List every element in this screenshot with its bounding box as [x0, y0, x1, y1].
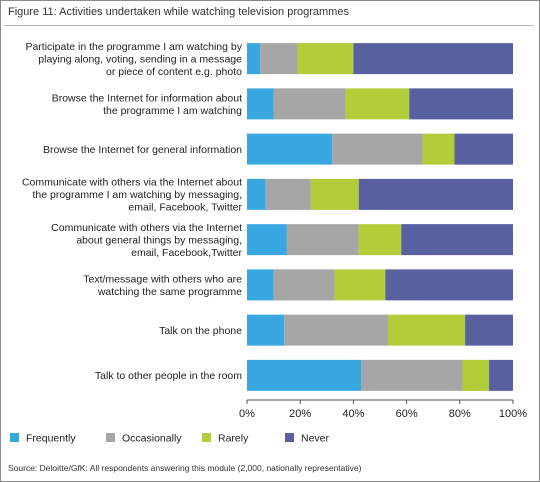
category-label-line: the programme I am watching by messaging…	[32, 189, 242, 201]
category-label: Communicate with others via the Internet…	[22, 177, 243, 214]
figure-title: Figure 11: Activities undertaken while w…	[8, 6, 349, 18]
x-tick-label: 40%	[342, 408, 364, 420]
bar-segment-never	[353, 43, 513, 75]
bar-segment-rarely	[345, 88, 410, 120]
legend-label-rarely: Rarely	[218, 433, 249, 445]
x-tick-label: 80%	[449, 408, 471, 420]
bar-segment-frequently	[247, 88, 274, 120]
bar-segment-never	[454, 133, 513, 165]
bar-segment-frequently	[247, 178, 266, 210]
category-label-line: Talk to other people in the room	[95, 370, 242, 382]
bar-segment-never	[409, 88, 513, 120]
category-label: Communicate with others via the Internet…	[51, 222, 242, 259]
bar-segment-occasionally	[260, 43, 298, 75]
x-tick-label: 100%	[499, 408, 527, 420]
category-label-line: playing along, voting, sending in a mess…	[38, 53, 242, 65]
legend-swatch-never	[285, 433, 294, 442]
bar-segment-occasionally	[284, 314, 388, 346]
category-label: Participate in the programme I am watchi…	[25, 41, 242, 78]
bar-segment-rarely	[422, 133, 455, 165]
category-label: Text/message with others who are watching…	[83, 273, 242, 298]
category-label-line: Text/message with others who are	[83, 273, 242, 285]
bar-segment-rarely	[297, 43, 354, 75]
category-label: Browse the Internet for information abou…	[52, 92, 242, 117]
bar-segment-frequently	[247, 314, 285, 346]
bar-segment-frequently	[247, 43, 261, 75]
category-label: Talk on the phone	[159, 325, 242, 337]
bar-segment-rarely	[462, 359, 490, 391]
category-label-line: watching the same programme	[97, 286, 242, 298]
bar-segment-occasionally	[265, 178, 311, 210]
category-label: Browse the Internet for general informat…	[43, 144, 242, 156]
legend-label-occasionally: Occasionally	[122, 433, 182, 445]
bar-segment-never	[358, 178, 513, 210]
category-label-line: email, Facebook,Twitter	[131, 247, 242, 259]
category-label-line: Browse the Internet for general informat…	[43, 144, 242, 156]
category-label-line: email, Facebook, Twitter	[128, 202, 242, 214]
category-label-line: Communicate with others via the Internet…	[22, 177, 242, 189]
bar-segment-never	[465, 314, 513, 346]
category-label-line: Communicate with others via the Internet	[51, 222, 242, 234]
bar-segment-occasionally	[332, 133, 423, 165]
bar-segment-rarely	[334, 269, 386, 301]
legend-swatch-frequently	[10, 433, 19, 442]
bar-segment-occasionally	[273, 269, 335, 301]
bar-segment-occasionally	[273, 88, 346, 120]
bar-segment-frequently	[247, 269, 274, 301]
category-label-line: Browse the Internet for information abou…	[52, 92, 242, 104]
category-label-line: about general things by messaging,	[76, 234, 242, 246]
category-label-line: the programme I am watching	[103, 105, 242, 117]
legend-label-never: Never	[301, 433, 330, 445]
bar-segment-frequently	[247, 224, 287, 256]
category-label-line: Talk on the phone	[159, 325, 242, 337]
category-label-line: Participate in the programme I am watchi…	[25, 41, 242, 53]
legend-swatch-rarely	[202, 433, 211, 442]
bar-segment-frequently	[247, 133, 333, 165]
x-tick-label: 60%	[396, 408, 418, 420]
source-note: Source: Deloitte/GfK: All respondents an…	[8, 463, 362, 473]
bar-segment-occasionally	[286, 224, 359, 256]
bar-segment-never	[385, 269, 513, 301]
bar-segment-never	[489, 359, 513, 391]
category-label-line: or piece of content e.g. photo	[106, 66, 242, 78]
x-tick-label: 0%	[239, 408, 255, 420]
bar-segment-rarely	[358, 224, 402, 256]
bar-segment-frequently	[247, 359, 362, 391]
bar-segment-rarely	[310, 178, 359, 210]
legend-label-frequently: Frequently	[26, 433, 76, 445]
category-label: Talk to other people in the room	[95, 370, 242, 382]
legend-swatch-occasionally	[106, 433, 115, 442]
title-divider	[4, 25, 534, 26]
bar-segment-occasionally	[361, 359, 463, 391]
x-tick-label: 20%	[289, 408, 311, 420]
bar-segment-rarely	[387, 314, 466, 346]
bar-segment-never	[401, 224, 513, 256]
